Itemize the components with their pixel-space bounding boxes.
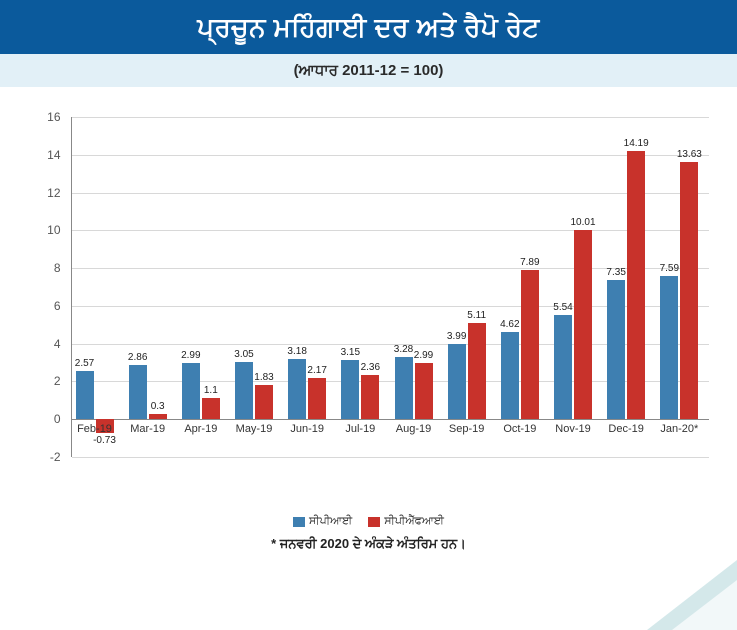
x-tick-label: Apr-19 bbox=[184, 423, 217, 435]
bar bbox=[288, 359, 306, 419]
bar bbox=[361, 375, 379, 420]
bar bbox=[574, 230, 592, 419]
bar-value-label: 10.01 bbox=[570, 217, 595, 228]
bar-value-label: 7.59 bbox=[660, 263, 679, 274]
bar bbox=[607, 280, 625, 419]
x-tick-label: Feb-19 bbox=[77, 423, 112, 435]
y-tick-label: 8 bbox=[54, 261, 61, 275]
legend-label: ਸੀਪੀਐੱਫਆਈ bbox=[384, 515, 444, 528]
x-tick-label: Jul-19 bbox=[345, 423, 375, 435]
y-tick-label: 16 bbox=[47, 110, 60, 124]
bar-group: 4.62 7.89 bbox=[501, 117, 547, 457]
legend-label: ਸੀਪੀਆਈ bbox=[309, 515, 352, 528]
bar-value-label: 13.63 bbox=[677, 149, 702, 160]
y-tick-label: 10 bbox=[47, 223, 60, 237]
bar-value-label: 1.83 bbox=[254, 372, 273, 383]
bar-value-label: 5.54 bbox=[553, 302, 572, 313]
bar-value-label: 3.28 bbox=[394, 344, 413, 355]
bar bbox=[202, 398, 220, 419]
chart-header: ਪ੍ਰਚੂਨ ਮਹਿੰਗਾਈ ਦਰ ਅਤੇ ਰੈਪੋ ਰੇਟ bbox=[0, 0, 737, 54]
bar bbox=[521, 270, 539, 419]
bar-value-label: 1.1 bbox=[204, 385, 218, 396]
y-tick-label: 4 bbox=[54, 337, 61, 351]
bar-value-label: 5.11 bbox=[467, 310, 486, 321]
bar-group: 2.57 -0.73 bbox=[76, 117, 122, 457]
x-tick-label: Nov-19 bbox=[555, 423, 590, 435]
bar bbox=[76, 371, 94, 420]
x-tick-label: Oct-19 bbox=[503, 423, 536, 435]
bar bbox=[415, 363, 433, 419]
chart-subtitle: (ਆਧਾਰ 2011-12 = 100) bbox=[0, 54, 737, 87]
bar bbox=[182, 363, 200, 419]
y-tick-label: -2 bbox=[50, 450, 61, 464]
legend-item: ਸੀਪੀਆਈ bbox=[293, 515, 352, 528]
corner-decoration bbox=[647, 560, 737, 630]
x-tick-label: Sep-19 bbox=[449, 423, 484, 435]
bar-value-label: 2.99 bbox=[181, 350, 200, 361]
legend: ਸੀਪੀਆਈ ਸੀਪੀਐੱਫਆਈ bbox=[0, 515, 737, 530]
x-tick-label: Jan-20* bbox=[660, 423, 698, 435]
bar-group: 3.05 1.83 bbox=[235, 117, 281, 457]
x-tick-label: Aug-19 bbox=[396, 423, 431, 435]
bar-value-label: -0.73 bbox=[93, 435, 116, 446]
bar-value-label: 7.89 bbox=[520, 257, 539, 268]
bar bbox=[680, 162, 698, 419]
legend-swatch bbox=[368, 517, 380, 527]
bar-group: 3.152.36 bbox=[341, 117, 387, 457]
bar-group: 3.282.99 bbox=[395, 117, 441, 457]
bar-group: 7.35 14.19 bbox=[607, 117, 653, 457]
legend-swatch bbox=[293, 517, 305, 527]
bar-value-label: 2.86 bbox=[128, 352, 147, 363]
bar bbox=[235, 362, 253, 420]
bar-value-label: 2.99 bbox=[414, 350, 433, 361]
bar bbox=[149, 414, 167, 420]
bar bbox=[501, 332, 519, 419]
bar-value-label: 2.17 bbox=[307, 365, 326, 376]
gridline bbox=[72, 457, 709, 458]
bar-group: 2.99 1.1 bbox=[182, 117, 228, 457]
y-tick-label: 0 bbox=[54, 412, 61, 426]
y-tick-label: 2 bbox=[54, 374, 61, 388]
bar bbox=[395, 357, 413, 419]
bar-group: 5.54 10.01 bbox=[554, 117, 600, 457]
chart-area: -20246810121416 2.57-0.73Feb-192.860.3Ma… bbox=[29, 117, 709, 497]
legend-item: ਸੀਪੀਐੱਫਆਈ bbox=[368, 515, 444, 528]
bar-group: 7.59 13.63 bbox=[660, 117, 706, 457]
y-tick-label: 6 bbox=[54, 299, 61, 313]
footnote: * ਜਨਵਰੀ 2020 ਦੇ ਅੰਕੜੇ ਅੰਤਰਿਮ ਹਨ। bbox=[0, 536, 737, 552]
bar-value-label: 3.05 bbox=[234, 349, 253, 360]
y-axis: -20246810121416 bbox=[29, 117, 67, 497]
bar bbox=[308, 378, 326, 419]
y-tick-label: 14 bbox=[47, 148, 60, 162]
bar bbox=[468, 323, 486, 420]
x-tick-label: Jun-19 bbox=[290, 423, 324, 435]
chart-title: ਪ੍ਰਚੂਨ ਮਹਿੰਗਾਈ ਦਰ ਅਤੇ ਰੈਪੋ ਰੇਟ bbox=[0, 12, 737, 44]
bar-value-label: 3.15 bbox=[341, 347, 360, 358]
bar-value-label: 14.19 bbox=[624, 138, 649, 149]
y-tick-label: 12 bbox=[47, 186, 60, 200]
bar-group: 3.995.11 bbox=[448, 117, 494, 457]
bar-group: 2.86 0.3 bbox=[129, 117, 175, 457]
plot-region: 2.57 -0.73Feb-19 2.86 0.3 Mar-19 2.99 1.1 Apr-1… bbox=[71, 117, 709, 457]
bar-value-label: 7.35 bbox=[606, 267, 625, 278]
x-tick-label: May-19 bbox=[236, 423, 273, 435]
bar-value-label: 0.3 bbox=[151, 401, 165, 412]
bar-value-label: 4.62 bbox=[500, 319, 519, 330]
bar bbox=[627, 151, 645, 419]
bar-value-label: 2.57 bbox=[75, 358, 94, 369]
bar-group: 3.182.17 bbox=[288, 117, 334, 457]
bar bbox=[554, 315, 572, 420]
bar bbox=[255, 385, 273, 420]
bar bbox=[341, 360, 359, 420]
x-tick-label: Mar-19 bbox=[130, 423, 165, 435]
bar bbox=[448, 344, 466, 419]
bar-value-label: 2.36 bbox=[361, 362, 380, 373]
bar-value-label: 3.18 bbox=[287, 346, 306, 357]
x-tick-label: Dec-19 bbox=[608, 423, 643, 435]
bar-value-label: 3.99 bbox=[447, 331, 466, 342]
bar bbox=[129, 365, 147, 419]
bar bbox=[660, 276, 678, 419]
